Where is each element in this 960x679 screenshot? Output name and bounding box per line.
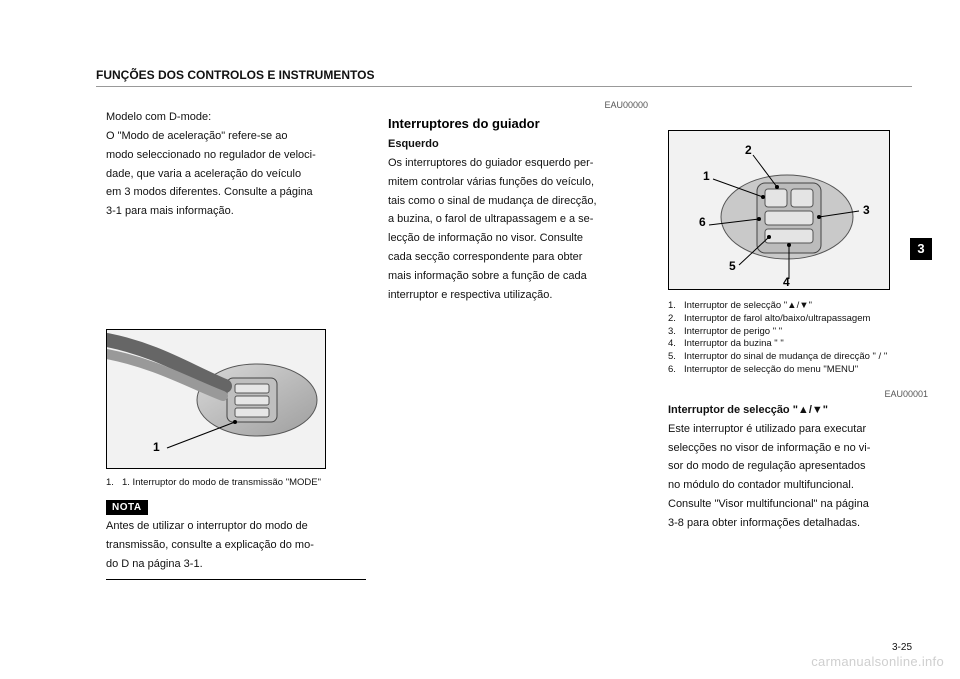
text-line: transmissão, consulte a explicação do mo… [106,538,366,553]
figure-right-captions: 1.Interruptor de selecção "▲/▼" 2.Interr… [668,300,928,377]
text-line: no módulo do contador multifuncional. [668,478,928,493]
ref-code: EAU00000 [388,100,648,110]
column-right: 1 2 3 4 5 6 1.Interruptor de selecção "▲… [668,130,928,535]
column-left: Modelo com D-mode: O "Modo de aceleração… [106,110,366,590]
right-body: Este interruptor é utilizado para execut… [668,422,928,531]
caption-text: Interruptor de selecção "▲/▼" [684,300,812,313]
text-line: sor do modo de regulação apresentados [668,459,928,474]
ref-code: EAU00001 [668,389,928,399]
callout-3: 3 [863,203,870,217]
caption-text: Interruptor de farol alto/baixo/ultrapas… [684,313,870,326]
subsection-title-text: Interruptor de selecção [668,404,790,416]
header-rule [96,86,912,87]
mid-body: Os interruptores do guiador esquerdo per… [388,156,648,303]
text-line: Este interruptor é utilizado para execut… [668,422,928,437]
callout-1: 1 [153,440,160,454]
text-line: Modelo com D-mode: [106,110,366,125]
text-line: dade, que varia a aceleração do veículo [106,167,366,182]
page: FUNÇÕES DOS CONTROLOS E INSTRUMENTOS 3 M… [0,0,960,679]
figure-left-svg [107,330,326,469]
callout-5: 5 [729,259,736,273]
column-middle: EAU00000 Interruptores do guiador Esquer… [388,100,648,307]
text-line: O "Modo de aceleração" refere-se ao [106,129,366,144]
figure-left-caption: 1.1. Interruptor do modo de transmissão … [106,477,366,490]
text-line: lecção de informação no visor. Consulte [388,231,648,246]
page-header: FUNÇÕES DOS CONTROLOS E INSTRUMENTOS [96,68,374,82]
callout-1: 1 [703,169,710,183]
text-line: tais como o sinal de mudança de direcção… [388,194,648,209]
text-line: a buzina, o farol de ultrapassagem e a s… [388,212,648,227]
figure-right-svg [669,131,890,290]
page-number: 3-25 [892,642,912,653]
text-line: 3-8 para obter informações detalhadas. [668,516,928,531]
figure-left: 1 [106,329,326,469]
nota-body: Antes de utilizar o interruptor do modo … [106,519,366,572]
caption-text: 1. Interruptor do modo de transmissão "M… [122,477,321,490]
section-title: Interruptores do guiador [388,116,648,131]
nota-label: NOTA [106,500,148,515]
text-line: modo seleccionado no regulador de veloci… [106,148,366,163]
figure-right: 1 2 3 4 5 6 [668,130,890,290]
caption-text: Interruptor de selecção do menu "MENU" [684,364,858,377]
text-line: selecções no visor de informação e no vi… [668,441,928,456]
watermark: carmanualsonline.info [811,654,944,669]
subsection-title-glyphs: "▲/▼" [793,404,828,416]
text-line: Antes de utilizar o interruptor do modo … [106,519,366,534]
text-line: cada secção correspondente para obter [388,250,648,265]
text-line: em 3 modos diferentes. Consulte a página [106,185,366,200]
text-line: mais informação sobre a função de cada [388,269,648,284]
text-line: mitem controlar várias funções do veícul… [388,175,648,190]
caption-text: Interruptor de perigo " " [684,326,782,339]
section-rule [106,579,366,580]
sub-left: Esquerdo [388,137,648,152]
text-line: Os interruptores do guiador esquerdo per… [388,156,648,171]
caption-text: Interruptor do sinal de mudança de direc… [684,351,887,364]
callout-2: 2 [745,143,752,157]
text-line: Consulte "Visor multifuncional" na págin… [668,497,928,512]
callout-6: 6 [699,215,706,229]
left-intro: Modelo com D-mode: O "Modo de aceleração… [106,110,366,219]
subsection-title: Interruptor de selecção "▲/▼" [668,403,928,418]
text-line: 3-1 para mais informação. [106,204,366,219]
text-line: interruptor e respectiva utilização. [388,288,648,303]
text-line: do D na página 3-1. [106,557,366,572]
caption-text: Interruptor da buzina " " [684,338,784,351]
callout-4: 4 [783,275,790,289]
